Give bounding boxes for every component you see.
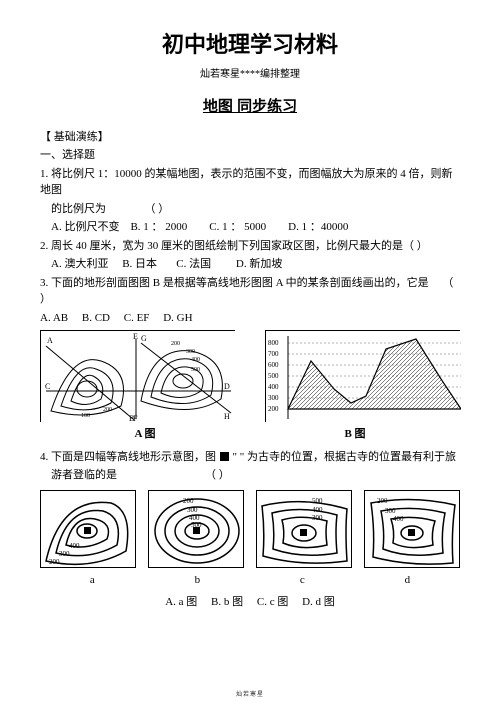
svg-text:200: 200	[171, 341, 180, 347]
contour-map-d: 200 300 400	[364, 490, 460, 568]
svg-text:200: 200	[268, 405, 279, 413]
figure-b-profile: 200 300 400 500 600 700 800	[265, 330, 460, 422]
q1-stem2-row: 的比例尺为 （ ）	[40, 201, 460, 218]
q3-options: A. AB B. CD C. EF D. GH	[40, 310, 460, 327]
svg-text:600: 600	[268, 361, 279, 369]
contour-maps-row: 200 300 400 200 300 400 500 500 400 300	[40, 490, 460, 568]
svg-text:200: 200	[377, 497, 388, 505]
small-d: d	[405, 572, 411, 589]
svg-text:400: 400	[69, 542, 80, 550]
svg-text:400: 400	[312, 506, 323, 514]
q1-text1: 1. 将比例尺 1：10000 的某幅地图，表示的范围不变，而图幅放大为原来的 …	[40, 168, 453, 197]
small-b: b	[195, 572, 201, 589]
svg-text:100: 100	[81, 413, 90, 419]
fig-a-label: A 图	[134, 426, 155, 443]
q2-options: A. 澳大利亚 B. 日本 C. 法国 D. 新加坡	[40, 256, 460, 273]
svg-text:300: 300	[59, 550, 70, 558]
svg-text:H: H	[224, 412, 230, 421]
q1-text2: 的比例尺为	[51, 203, 106, 215]
q4-optC: C. c 图	[257, 594, 288, 611]
q1-options: A. 比例尺不变 B. 1 ： 2000 C. 1 ： 5000 D. 1 ：4…	[40, 219, 460, 236]
q4-optB: B. b 图	[211, 594, 243, 611]
section-title: 地图 同步练习	[40, 96, 460, 119]
svg-text:200: 200	[103, 407, 112, 413]
q4-options: A. a 图 B. b 图 C. c 图 D. d 图	[40, 594, 460, 611]
svg-text:700: 700	[268, 350, 279, 358]
svg-text:300: 300	[312, 514, 323, 522]
svg-text:200: 200	[49, 558, 60, 566]
q3-optB: B. CD	[82, 310, 110, 327]
q2-stem: 2. 周长 40 厘米，宽为 30 厘米的图纸绘制下列国家政区图，比例尺最大的是…	[40, 238, 460, 255]
q2-optC: C. 法国	[176, 256, 211, 273]
q4-text3: 游者登临的是	[51, 469, 117, 481]
contour-small-labels: a b c d	[40, 572, 460, 589]
svg-text:400: 400	[191, 357, 200, 363]
q3-optD: D. GH	[163, 310, 192, 327]
heading-practice: 【 基础演练】	[40, 129, 460, 146]
svg-text:300: 300	[268, 394, 279, 402]
q2-optD: D. 新加坡	[236, 256, 282, 273]
svg-text:E: E	[133, 332, 138, 341]
page-subtitle: 灿若寒星****编排整理	[40, 67, 460, 82]
svg-text:200: 200	[183, 497, 194, 505]
contour-map-b: 200 300 400 500	[148, 490, 244, 568]
q1-stem: 1. 将比例尺 1：10000 的某幅地图，表示的范围不变，而图幅放大为原来的 …	[40, 166, 460, 199]
svg-text:500: 500	[268, 372, 279, 380]
contour-map-a: 200 300 400	[40, 490, 136, 568]
q4-paren: （ ）	[205, 469, 230, 481]
svg-text:500: 500	[312, 497, 323, 505]
figure-row: A B C D E F G H 100 200 200 300 400 500	[40, 330, 460, 422]
q3-stem: 3. 下面的地形剖面图图 B 是根据等高线地形图图 A 中的某条剖面线画出的，它…	[40, 275, 460, 308]
page-title: 初中地理学习材料	[40, 28, 460, 61]
q4-optD: D. d 图	[302, 594, 335, 611]
q4-text1: 4. 下面是四幅等高线地形示意图，图	[40, 451, 216, 463]
q1-optD: D. 1 ：40000	[288, 219, 348, 236]
svg-text:C: C	[45, 382, 50, 391]
q1-optB: B. 1 ： 2000	[130, 219, 187, 236]
q1-paren: （ ）	[145, 203, 170, 215]
svg-text:400: 400	[268, 383, 279, 391]
q2-optB: B. 日本	[122, 256, 157, 273]
svg-text:300: 300	[186, 349, 195, 355]
figure-labels: A 图 B 图	[40, 426, 460, 443]
q2-optA: A. 澳大利亚	[51, 256, 108, 273]
contour-map-c: 500 400 300	[256, 490, 352, 568]
figure-a-contour-map: A B C D E F G H 100 200 200 300 400 500	[40, 330, 235, 422]
svg-text:D: D	[224, 382, 230, 391]
q4-stem: 4. 下面是四幅等高线地形示意图，图 " " 为古寺的位置，根据古寺的位置最有利…	[40, 449, 460, 466]
svg-text:500: 500	[191, 521, 202, 529]
q4-stem3-row: 游者登临的是 （ ）	[40, 467, 460, 484]
q3-text: 3. 下面的地形剖面图图 B 是根据等高线地形图图 A 中的某条剖面线画出的，它…	[40, 277, 429, 289]
svg-text:A: A	[47, 336, 53, 345]
q3-optA: A. AB	[40, 310, 68, 327]
heading-choice: 一、选择题	[40, 147, 460, 164]
page-footer: 灿若寒星	[0, 691, 500, 700]
svg-text:300: 300	[187, 506, 198, 514]
q1-optC: C. 1 ： 5000	[209, 219, 266, 236]
small-a: a	[90, 572, 95, 589]
q3-optC: C. EF	[124, 310, 150, 327]
q1-optA: A. 比例尺不变	[51, 219, 119, 236]
svg-text:800: 800	[268, 339, 279, 347]
svg-text:G: G	[141, 334, 147, 343]
fig-b-label: B 图	[344, 426, 365, 443]
small-c: c	[300, 572, 305, 589]
q4-text2: 为古寺的位置，根据古寺的位置最有利于旅	[247, 451, 456, 463]
q4-optA: A. a 图	[165, 594, 197, 611]
svg-text:300: 300	[385, 507, 396, 515]
svg-text:F: F	[133, 414, 138, 423]
q4-quote: " "	[233, 451, 245, 463]
temple-icon	[219, 451, 230, 462]
svg-text:400: 400	[393, 515, 404, 523]
svg-text:500: 500	[191, 367, 200, 373]
